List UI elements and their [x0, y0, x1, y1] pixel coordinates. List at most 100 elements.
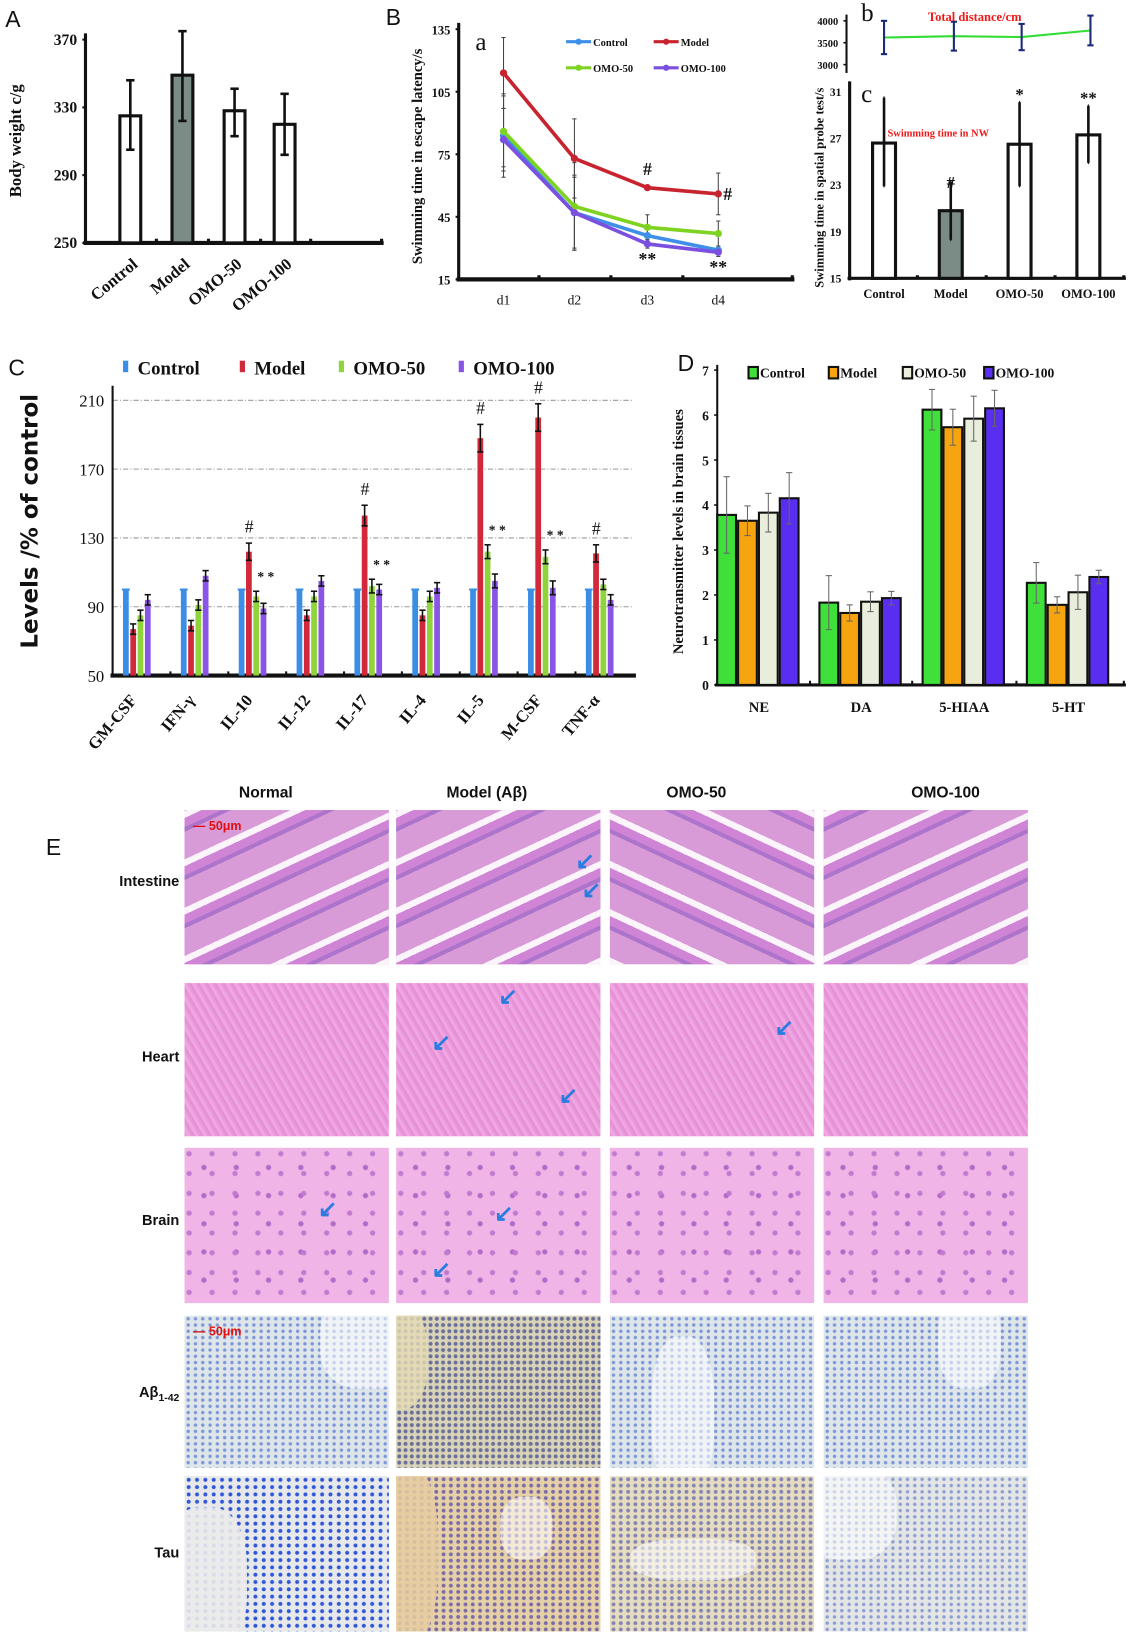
bar-GM-CSF-OMO-100 — [144, 599, 151, 676]
significance-marker: * * — [489, 522, 506, 537]
micrograph-abeta-model — [396, 1315, 601, 1468]
micrograph-brain-omo100 — [823, 1147, 1028, 1304]
legend-label: OMO-50 — [593, 64, 633, 75]
legend-swatch — [123, 360, 129, 373]
y-tick-label: 135 — [432, 23, 451, 37]
y-tick-label: 4 — [702, 498, 709, 513]
arrow-icon: ↙ — [774, 1014, 794, 1041]
data-point — [499, 127, 508, 136]
bar-TNF-α-OMO-50 — [600, 584, 607, 676]
bar-IFN-γ-OMO-50 — [195, 605, 202, 676]
subpanel-label-b: b — [861, 0, 874, 28]
category-label: DA — [851, 700, 873, 716]
tissue-gap — [823, 1476, 897, 1560]
legend-label: Control — [593, 38, 628, 49]
micrograph-tau-normal — [184, 1476, 389, 1632]
bar-TNF-α-Model — [593, 553, 599, 676]
arrow-icon: ↙ — [494, 1199, 514, 1226]
category-label: GM-CSF — [84, 691, 141, 754]
bar-IL-4-Model — [419, 615, 426, 676]
y-tick-label: 6 — [702, 408, 709, 423]
micrograph-brain-normal: ↙ — [184, 1147, 389, 1304]
legend-label: OMO-100 — [996, 365, 1055, 380]
series-line-omo-50 — [502, 130, 719, 236]
significance-marker: # — [360, 479, 369, 499]
y-tick-label: 2 — [702, 588, 709, 603]
y-tick-label: 23 — [830, 180, 842, 192]
row-label-brain: Brain — [141, 1211, 180, 1229]
bar-5-HIAA-OMO-50 — [963, 417, 985, 686]
micrograph-tau-omo100 — [823, 1476, 1028, 1632]
bar-TNF-α-Control — [585, 589, 592, 676]
y-tick-label: 210 — [79, 392, 104, 411]
significance-marker: # — [245, 517, 254, 537]
significance-marker: # — [592, 518, 601, 538]
bar-5-HT-Model — [1046, 603, 1068, 686]
bar-IL-17-Control — [354, 589, 361, 676]
legend-label: OMO-50 — [353, 358, 425, 379]
category-label: TNF-α — [558, 690, 604, 740]
legend-swatch — [338, 360, 345, 373]
bar-IL-4-OMO-50 — [426, 596, 433, 676]
category-label: OMO-50 — [996, 287, 1044, 301]
micrograph-intestine-model: ↙ ↙ — [396, 810, 601, 965]
y-axis-label: Body weight c/g — [6, 84, 25, 198]
bar-DA-OMO-100 — [880, 597, 902, 686]
significance-marker: # — [476, 398, 485, 418]
bar-M-CSF-Model — [535, 417, 542, 676]
y-tick-label: 105 — [432, 86, 451, 100]
bar-M-CSF-Control — [528, 589, 534, 676]
bar-NE-OMO-100 — [778, 497, 800, 686]
y-tick-label: 170 — [79, 460, 104, 479]
micrograph-brain-model: ↙ ↙ — [396, 1147, 601, 1304]
panel-label-d: D — [677, 350, 695, 377]
micrograph-heart-omo100 — [823, 983, 1028, 1137]
significance-marker: * * — [547, 528, 564, 543]
data-point — [499, 69, 508, 77]
bar-IL-10-OMO-100 — [260, 608, 267, 676]
category-label: IFN-γ — [157, 691, 199, 736]
bar-IFN-γ-Model — [188, 625, 194, 676]
legend-label: OMO-100 — [681, 64, 726, 75]
scale-bar-label: 50μm — [208, 818, 242, 833]
significance-marker: ** — [709, 257, 727, 277]
legend-swatch — [458, 360, 464, 373]
y-axis-label: Neurotransmitter levels in brain tissues — [671, 409, 687, 654]
bar-IL-17-Model — [361, 515, 368, 676]
arrow-icon: ↙ — [317, 1195, 338, 1222]
y-tick-label: 0 — [702, 678, 709, 693]
bar-GM-CSF-OMO-50 — [137, 615, 144, 676]
significance-marker: * * — [257, 569, 274, 584]
row-label-abeta: Aβ1-42 — [73, 1383, 179, 1404]
category-label: Control — [863, 287, 905, 301]
significance-marker: * — [1015, 85, 1023, 104]
column-header-omo100: OMO-100 — [911, 783, 980, 802]
bar-TNF-α-OMO-100 — [607, 599, 614, 676]
bar-IL-12-Model — [303, 615, 310, 676]
row-label-heart: Heart — [141, 1047, 180, 1065]
category-label: IL-5 — [453, 691, 488, 727]
bar-M-CSF-OMO-50 — [542, 556, 549, 676]
legend-label: Model — [681, 38, 709, 49]
data-point — [643, 184, 652, 192]
micrograph-tau-omo50 — [609, 1476, 815, 1632]
chart-title: Total distance/cm — [928, 10, 1022, 24]
panel-label-b: B — [385, 4, 402, 31]
y-tick-label: 330 — [54, 100, 78, 117]
legend-marker — [663, 38, 670, 45]
y-tick-label: 75 — [438, 149, 451, 163]
legend-label: Control — [760, 365, 805, 380]
legend-swatch — [901, 365, 914, 380]
bar-5-HIAA-OMO-100 — [984, 407, 1005, 686]
bar-IL-10-OMO-50 — [253, 596, 260, 676]
y-tick-label: 15 — [438, 274, 451, 288]
micrograph-abeta-omo50 — [609, 1315, 815, 1468]
arrow-icon: ↙ — [431, 1028, 451, 1056]
legend-label: Model — [254, 358, 305, 379]
legend-marker — [575, 38, 582, 45]
micrograph-intestine-omo100 — [823, 810, 1028, 965]
bar-IFN-γ-Control — [180, 589, 187, 676]
y-tick-label: 50 — [88, 667, 105, 686]
y-tick-label: 90 — [88, 598, 105, 617]
